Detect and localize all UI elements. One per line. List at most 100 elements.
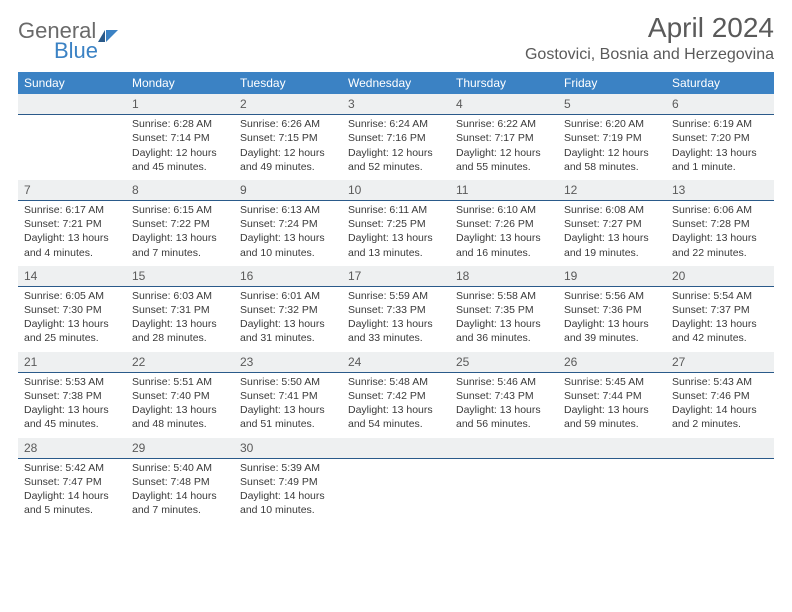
day-number: 4 xyxy=(450,94,558,115)
sunrise-text: Sunrise: 6:10 AM xyxy=(456,203,552,217)
day-number: 6 xyxy=(666,94,774,115)
daylight-text: Daylight: 14 hours xyxy=(672,403,768,417)
sunset-text: Sunset: 7:22 PM xyxy=(132,217,228,231)
daynum-row: 123456 xyxy=(18,94,774,115)
sunrise-text: Sunrise: 5:48 AM xyxy=(348,375,444,389)
sunrise-text: Sunrise: 6:28 AM xyxy=(132,117,228,131)
sunset-text: Sunset: 7:46 PM xyxy=(672,389,768,403)
day-cell: Sunrise: 5:53 AMSunset: 7:38 PMDaylight:… xyxy=(18,372,126,437)
sunrise-text: Sunrise: 6:17 AM xyxy=(24,203,120,217)
day-cell: Sunrise: 5:42 AMSunset: 7:47 PMDaylight:… xyxy=(18,458,126,523)
day-cell: Sunrise: 6:03 AMSunset: 7:31 PMDaylight:… xyxy=(126,286,234,351)
sunrise-text: Sunrise: 6:26 AM xyxy=(240,117,336,131)
sunset-text: Sunset: 7:44 PM xyxy=(564,389,660,403)
day-number: 3 xyxy=(342,94,450,115)
sunrise-text: Sunrise: 6:01 AM xyxy=(240,289,336,303)
daylight-text: and 59 minutes. xyxy=(564,417,660,431)
daylight-text: Daylight: 13 hours xyxy=(456,403,552,417)
day-cell xyxy=(18,115,126,180)
day-header: Saturday xyxy=(666,72,774,94)
daylight-text: Daylight: 13 hours xyxy=(132,403,228,417)
sunrise-text: Sunrise: 5:39 AM xyxy=(240,461,336,475)
sunset-text: Sunset: 7:15 PM xyxy=(240,131,336,145)
day-header: Wednesday xyxy=(342,72,450,94)
day-cell: Sunrise: 5:51 AMSunset: 7:40 PMDaylight:… xyxy=(126,372,234,437)
day-cell xyxy=(342,458,450,523)
day-cell: Sunrise: 5:56 AMSunset: 7:36 PMDaylight:… xyxy=(558,286,666,351)
day-number: 20 xyxy=(666,266,774,287)
sunset-text: Sunset: 7:40 PM xyxy=(132,389,228,403)
daylight-text: Daylight: 14 hours xyxy=(24,489,120,503)
sunrise-text: Sunrise: 5:51 AM xyxy=(132,375,228,389)
sunset-text: Sunset: 7:49 PM xyxy=(240,475,336,489)
day-cell: Sunrise: 5:45 AMSunset: 7:44 PMDaylight:… xyxy=(558,372,666,437)
daylight-text: and 1 minute. xyxy=(672,160,768,174)
daylight-text: Daylight: 13 hours xyxy=(672,317,768,331)
day-cell: Sunrise: 5:59 AMSunset: 7:33 PMDaylight:… xyxy=(342,286,450,351)
content-row: Sunrise: 5:53 AMSunset: 7:38 PMDaylight:… xyxy=(18,372,774,437)
location: Gostovici, Bosnia and Herzegovina xyxy=(525,46,774,64)
sunrise-text: Sunrise: 5:42 AM xyxy=(24,461,120,475)
sunrise-text: Sunrise: 6:24 AM xyxy=(348,117,444,131)
day-cell: Sunrise: 6:22 AMSunset: 7:17 PMDaylight:… xyxy=(450,115,558,180)
sunrise-text: Sunrise: 6:11 AM xyxy=(348,203,444,217)
day-cell: Sunrise: 6:28 AMSunset: 7:14 PMDaylight:… xyxy=(126,115,234,180)
sunset-text: Sunset: 7:14 PM xyxy=(132,131,228,145)
sunset-text: Sunset: 7:30 PM xyxy=(24,303,120,317)
sunrise-text: Sunrise: 6:20 AM xyxy=(564,117,660,131)
daylight-text: Daylight: 13 hours xyxy=(348,403,444,417)
sunset-text: Sunset: 7:32 PM xyxy=(240,303,336,317)
content-row: Sunrise: 6:28 AMSunset: 7:14 PM Daylight:… xyxy=(18,115,774,180)
day-cell: Sunrise: 6:05 AMSunset: 7:30 PMDaylight:… xyxy=(18,286,126,351)
daylight-text: Daylight: 13 hours xyxy=(132,231,228,245)
sunset-text: Sunset: 7:24 PM xyxy=(240,217,336,231)
day-header: Thursday xyxy=(450,72,558,94)
daylight-text: and 36 minutes. xyxy=(456,331,552,345)
sunset-text: Sunset: 7:48 PM xyxy=(132,475,228,489)
day-cell: Sunrise: 6:20 AMSunset: 7:19 PMDaylight:… xyxy=(558,115,666,180)
day-cell: Sunrise: 6:26 AMSunset: 7:15 PMDaylight:… xyxy=(234,115,342,180)
sunrise-text: Sunrise: 6:05 AM xyxy=(24,289,120,303)
daylight-text: Daylight: 12 hours xyxy=(348,146,444,160)
sunrise-text: Sunrise: 6:19 AM xyxy=(672,117,768,131)
sunset-text: Sunset: 7:16 PM xyxy=(348,131,444,145)
sunset-text: Sunset: 7:38 PM xyxy=(24,389,120,403)
day-cell: Sunrise: 5:48 AMSunset: 7:42 PMDaylight:… xyxy=(342,372,450,437)
day-number: 13 xyxy=(666,180,774,201)
daylight-text: Daylight: 13 hours xyxy=(456,231,552,245)
sunset-text: Sunset: 7:26 PM xyxy=(456,217,552,231)
daylight-text: Daylight: 13 hours xyxy=(672,146,768,160)
daylight-text: Daylight: 14 hours xyxy=(132,489,228,503)
day-header-row: Sunday Monday Tuesday Wednesday Thursday… xyxy=(18,72,774,94)
sunset-text: Sunset: 7:47 PM xyxy=(24,475,120,489)
day-number: 7 xyxy=(18,180,126,201)
sunrise-text: Sunrise: 5:54 AM xyxy=(672,289,768,303)
day-cell: Sunrise: 5:39 AMSunset: 7:49 PMDaylight:… xyxy=(234,458,342,523)
content-row: Sunrise: 6:17 AMSunset: 7:21 PMDaylight:… xyxy=(18,201,774,266)
day-number xyxy=(342,438,450,459)
month-title: April 2024 xyxy=(525,12,774,44)
sunrise-text: Sunrise: 5:58 AM xyxy=(456,289,552,303)
daylight-text: and 13 minutes. xyxy=(348,246,444,260)
day-cell: Sunrise: 6:01 AMSunset: 7:32 PMDaylight:… xyxy=(234,286,342,351)
day-cell: Sunrise: 6:24 AMSunset: 7:16 PMDaylight:… xyxy=(342,115,450,180)
daylight-text: and 52 minutes. xyxy=(348,160,444,174)
sunrise-text: Sunrise: 6:03 AM xyxy=(132,289,228,303)
day-cell xyxy=(450,458,558,523)
sunset-text: Sunset: 7:20 PM xyxy=(672,131,768,145)
daylight-text: and 45 minutes. xyxy=(132,160,228,174)
daynum-row: 78910111213 xyxy=(18,180,774,201)
daylight-text: and 7 minutes. xyxy=(132,246,228,260)
sunrise-text: Sunrise: 6:22 AM xyxy=(456,117,552,131)
day-cell: Sunrise: 6:11 AMSunset: 7:25 PMDaylight:… xyxy=(342,201,450,266)
day-number xyxy=(18,94,126,115)
daylight-text: and 5 minutes. xyxy=(24,503,120,517)
day-cell: Sunrise: 5:50 AMSunset: 7:41 PMDaylight:… xyxy=(234,372,342,437)
day-cell: Sunrise: 6:13 AMSunset: 7:24 PMDaylight:… xyxy=(234,201,342,266)
sunrise-text: Sunrise: 5:50 AM xyxy=(240,375,336,389)
sunset-text: Sunset: 7:19 PM xyxy=(564,131,660,145)
sunset-text: Sunset: 7:27 PM xyxy=(564,217,660,231)
day-number: 11 xyxy=(450,180,558,201)
sunrise-text: Sunrise: 6:13 AM xyxy=(240,203,336,217)
day-header: Friday xyxy=(558,72,666,94)
